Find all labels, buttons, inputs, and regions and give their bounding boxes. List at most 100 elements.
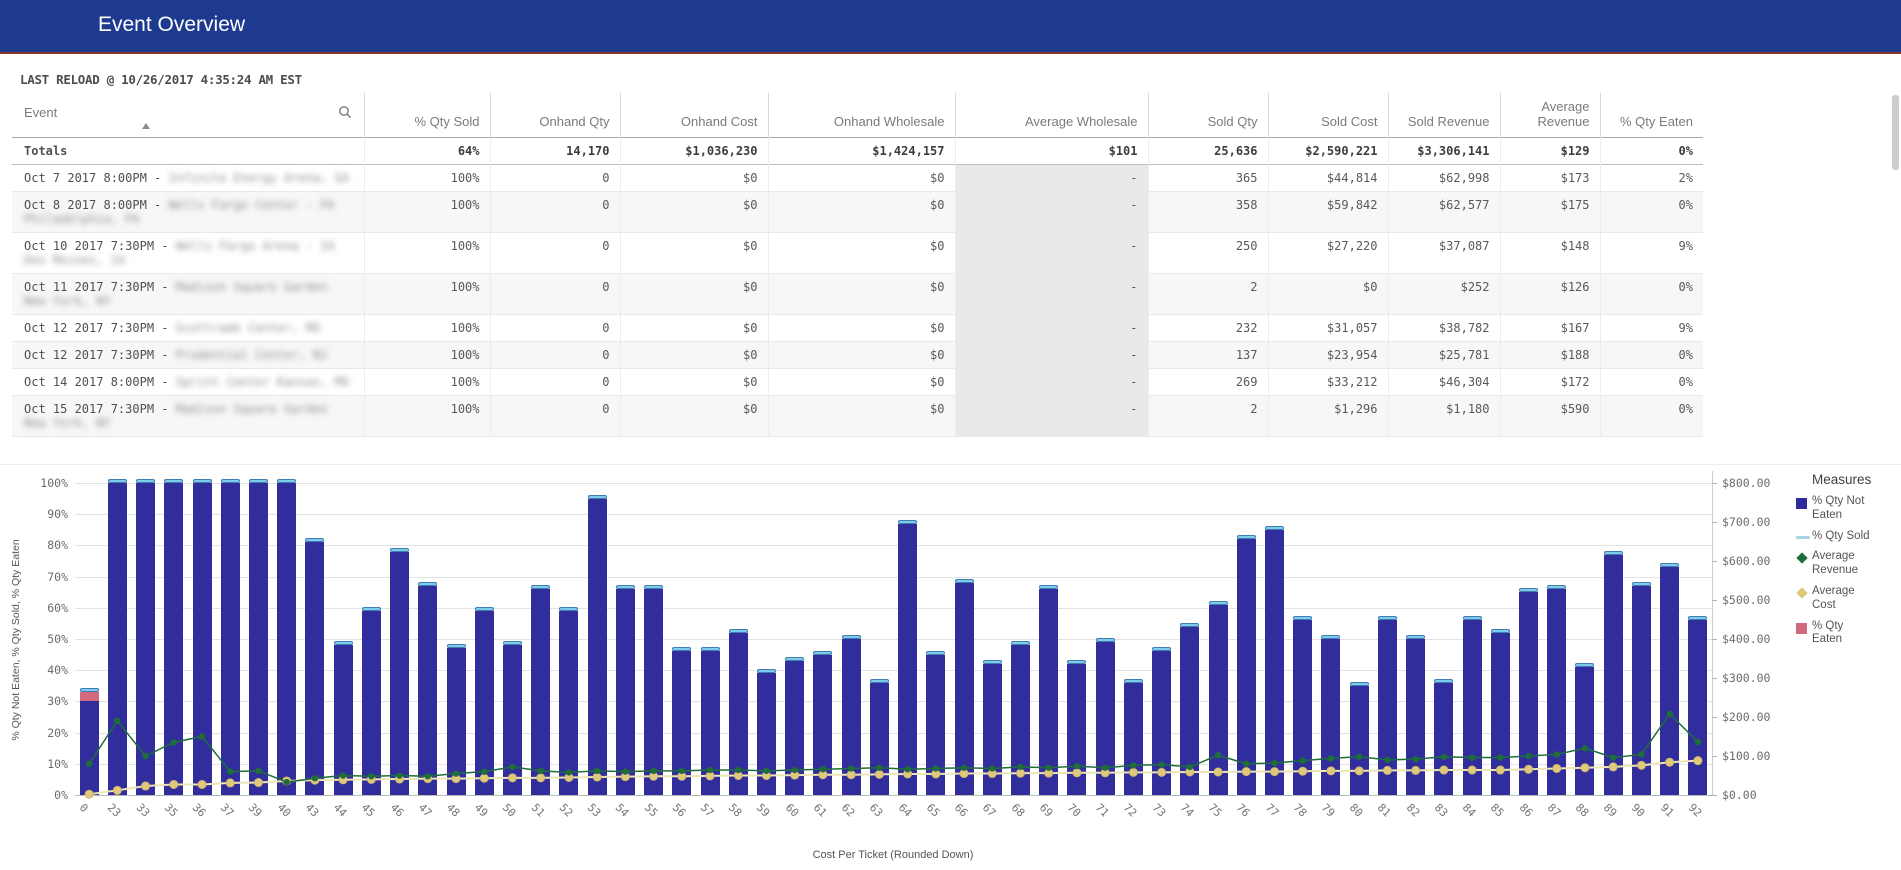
bar-pct-qty-not-eaten[interactable] [1321, 639, 1340, 795]
bar-pct-qty-not-eaten[interactable] [193, 483, 212, 795]
marker-pct-qty-sold[interactable] [1378, 616, 1397, 620]
marker-pct-qty-sold[interactable] [785, 657, 804, 661]
table-row[interactable]: Oct 12 2017 7:30PM - Prudential Center, … [12, 342, 1703, 369]
marker-pct-qty-sold[interactable] [334, 641, 353, 645]
marker-pct-qty-sold[interactable] [249, 479, 268, 483]
column-header-onhand-cost[interactable]: Onhand Cost [620, 93, 768, 138]
marker-pct-qty-sold[interactable] [1491, 629, 1510, 633]
marker-pct-qty-sold[interactable] [164, 479, 183, 483]
event-cell[interactable]: Oct 12 2017 7:30PM - Prudential Center, … [12, 342, 364, 369]
marker-pct-qty-sold[interactable] [136, 479, 155, 483]
bar-pct-qty-not-eaten[interactable] [729, 633, 748, 795]
event-cell[interactable]: Oct 8 2017 8:00PM - Wells Fargo Center -… [12, 192, 364, 233]
bar-pct-qty-not-eaten[interactable] [531, 589, 550, 795]
table-row[interactable]: Oct 11 2017 7:30PM - Madison Square Gard… [12, 274, 1703, 315]
marker-pct-qty-sold[interactable] [644, 585, 663, 589]
bar-pct-qty-not-eaten[interactable] [1180, 627, 1199, 795]
marker-pct-qty-sold[interactable] [813, 651, 832, 655]
bar-pct-qty-not-eaten[interactable] [1463, 620, 1482, 795]
marker-pct-qty-sold[interactable] [1519, 588, 1538, 592]
bar-pct-qty-not-eaten[interactable] [1209, 605, 1228, 795]
marker-pct-qty-sold[interactable] [1547, 585, 1566, 589]
marker-pct-qty-sold[interactable] [672, 647, 691, 651]
marker-pct-qty-sold[interactable] [1406, 635, 1425, 639]
marker-pct-qty-sold[interactable] [1463, 616, 1482, 620]
bar-pct-qty-not-eaten[interactable] [1293, 620, 1312, 795]
bar-pct-qty-not-eaten[interactable] [588, 499, 607, 795]
column-header--qty-sold[interactable]: % Qty Sold [364, 93, 490, 138]
bar-pct-qty-not-eaten[interactable] [277, 483, 296, 795]
column-header-average-revenue[interactable]: Average Revenue [1500, 93, 1600, 138]
marker-pct-qty-sold[interactable] [193, 479, 212, 483]
bar-pct-qty-not-eaten[interactable] [1406, 639, 1425, 795]
marker-pct-qty-sold[interactable] [1604, 551, 1623, 555]
event-cell[interactable]: Oct 15 2017 7:30PM - Madison Square Gard… [12, 396, 364, 437]
marker-pct-qty-sold[interactable] [588, 495, 607, 499]
bar-pct-qty-not-eaten[interactable] [221, 483, 240, 795]
marker-pct-qty-sold[interactable] [1124, 679, 1143, 683]
bar-pct-qty-not-eaten[interactable] [926, 655, 945, 795]
bar-pct-qty-not-eaten[interactable] [870, 683, 889, 795]
marker-pct-qty-sold[interactable] [1660, 563, 1679, 567]
column-header-event[interactable]: Event [12, 93, 364, 138]
marker-pct-qty-sold[interactable] [390, 548, 409, 552]
column-header-average-wholesale[interactable]: Average Wholesale [955, 93, 1148, 138]
column-header-onhand-wholesale[interactable]: Onhand Wholesale [768, 93, 955, 138]
marker-pct-qty-sold[interactable] [729, 629, 748, 633]
bar-pct-qty-not-eaten[interactable] [1575, 667, 1594, 795]
bar-pct-qty-not-eaten[interactable] [1434, 683, 1453, 795]
bar-pct-qty-not-eaten[interactable] [672, 651, 691, 795]
bar-pct-qty-not-eaten[interactable] [1688, 620, 1707, 795]
bar-pct-qty-not-eaten[interactable] [644, 589, 663, 795]
bar-pct-qty-not-eaten[interactable] [785, 661, 804, 795]
table-row[interactable]: Oct 12 2017 7:30PM - Scottrade Center, M… [12, 315, 1703, 342]
table-row[interactable]: Oct 10 2017 7:30PM - Wells Fargo Arena -… [12, 233, 1703, 274]
bar-pct-qty-eaten[interactable] [80, 692, 99, 701]
marker-pct-qty-sold[interactable] [1293, 616, 1312, 620]
event-cell[interactable]: Oct 11 2017 7:30PM - Madison Square Gard… [12, 274, 364, 315]
marker-pct-qty-sold[interactable] [503, 641, 522, 645]
bar-pct-qty-not-eaten[interactable] [390, 552, 409, 795]
bar-pct-qty-not-eaten[interactable] [559, 611, 578, 795]
marker-pct-qty-sold[interactable] [108, 479, 127, 483]
marker-pct-qty-sold[interactable] [1632, 582, 1651, 586]
bar-pct-qty-not-eaten[interactable] [757, 673, 776, 795]
bar-pct-qty-not-eaten[interactable] [1096, 642, 1115, 795]
bar-pct-qty-not-eaten[interactable] [503, 645, 522, 795]
bar-pct-qty-not-eaten[interactable] [108, 483, 127, 795]
bar-pct-qty-not-eaten[interactable] [1547, 589, 1566, 795]
column-header-sold-qty[interactable]: Sold Qty [1148, 93, 1268, 138]
event-cell[interactable]: Oct 14 2017 8:00PM - Sprint Center Kansa… [12, 369, 364, 396]
bar-pct-qty-not-eaten[interactable] [1124, 683, 1143, 795]
bar-pct-qty-not-eaten[interactable] [1265, 530, 1284, 795]
marker-pct-qty-sold[interactable] [898, 520, 917, 524]
marker-pct-qty-sold[interactable] [701, 647, 720, 651]
bar-pct-qty-not-eaten[interactable] [1660, 567, 1679, 795]
marker-pct-qty-sold[interactable] [1011, 641, 1030, 645]
event-cell[interactable]: Oct 7 2017 8:00PM - Infinite Energy Aren… [12, 165, 364, 192]
marker-pct-qty-sold[interactable] [757, 669, 776, 673]
marker-pct-qty-sold[interactable] [616, 585, 635, 589]
marker-pct-qty-sold[interactable] [559, 607, 578, 611]
bar-pct-qty-not-eaten[interactable] [334, 645, 353, 795]
bar-pct-qty-not-eaten[interactable] [983, 664, 1002, 795]
marker-pct-qty-sold[interactable] [1209, 601, 1228, 605]
bar-pct-qty-not-eaten[interactable] [1350, 686, 1369, 795]
marker-pct-qty-sold[interactable] [1152, 647, 1171, 651]
column-header--qty-eaten[interactable]: % Qty Eaten [1600, 93, 1703, 138]
bar-pct-qty-not-eaten[interactable] [813, 655, 832, 795]
bar-pct-qty-not-eaten[interactable] [955, 583, 974, 795]
marker-pct-qty-sold[interactable] [362, 607, 381, 611]
bar-pct-qty-not-eaten[interactable] [1519, 592, 1538, 795]
marker-pct-qty-sold[interactable] [1688, 616, 1707, 620]
bar-pct-qty-not-eaten[interactable] [305, 542, 324, 795]
marker-pct-qty-sold[interactable] [447, 644, 466, 648]
marker-pct-qty-sold[interactable] [1321, 635, 1340, 639]
bar-pct-qty-not-eaten[interactable] [1632, 586, 1651, 795]
bar-pct-qty-not-eaten[interactable] [1011, 645, 1030, 795]
marker-pct-qty-sold[interactable] [926, 651, 945, 655]
bar-pct-qty-not-eaten[interactable] [164, 483, 183, 795]
column-header-sold-cost[interactable]: Sold Cost [1268, 93, 1388, 138]
bar-pct-qty-not-eaten[interactable] [1491, 633, 1510, 795]
table-row[interactable]: Oct 15 2017 7:30PM - Madison Square Gard… [12, 396, 1703, 437]
